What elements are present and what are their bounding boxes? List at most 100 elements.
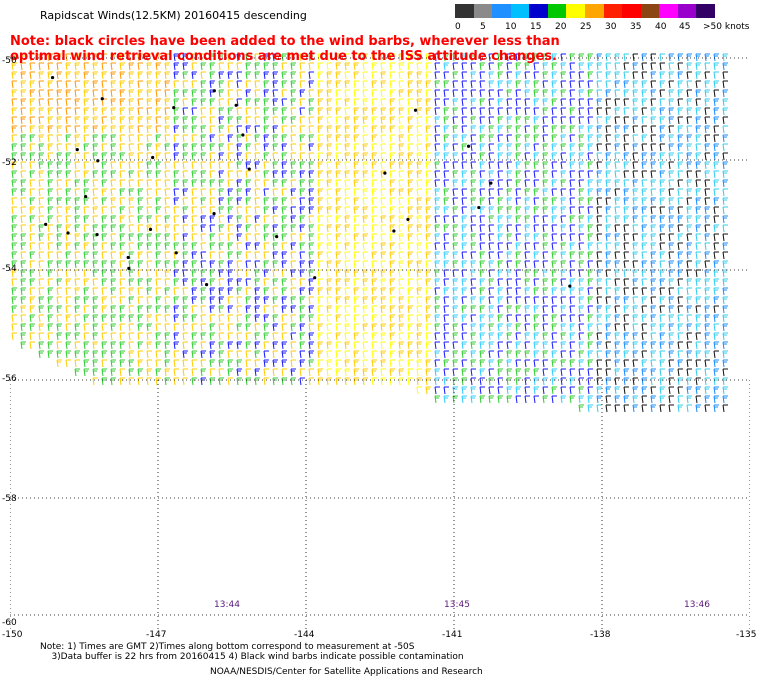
wind-barb [38,215,44,224]
wind-barb [524,116,530,125]
wind-barb [191,80,197,89]
wind-barb [92,80,98,89]
wind-barb [47,170,53,179]
wind-barb [128,152,134,161]
wind-barb [533,314,539,323]
wind-barb [200,242,206,251]
wind-barb [587,287,593,296]
wind-barb [641,377,647,386]
wind-barb [281,224,287,233]
wind-barb [299,287,305,296]
wind-barb [146,332,152,341]
wind-barb [209,170,215,179]
wind-barb [470,269,476,278]
wind-barb [497,323,503,332]
wind-barb [533,359,539,368]
wind-barb [56,215,62,224]
wind-barb [272,368,278,377]
wind-barb [344,269,350,278]
wind-barb [677,206,683,215]
wind-barb [623,341,629,350]
wind-barb [56,341,62,350]
wind-barb [308,269,314,278]
wind-barb [632,224,638,233]
wind-barb [164,98,170,107]
wind-barb [101,269,107,278]
wind-barb [497,143,503,152]
wind-barb [218,332,224,341]
wind-barb [119,197,125,206]
legend-label: 40 [655,22,667,32]
wind-barb [110,143,116,152]
wind-barb [407,314,413,323]
wind-barb [362,179,368,188]
wind-barb [425,359,431,368]
wind-barb [506,350,512,359]
wind-barb [344,125,350,134]
wind-barb [56,359,62,368]
wind-barb [623,278,629,287]
wind-barb [596,125,602,134]
wind-barb [182,89,188,98]
wind-barb [353,62,359,71]
wind-barb [326,206,332,215]
wind-barb [668,206,674,215]
wind-barb [713,125,719,134]
wind-barb [416,341,422,350]
wind-barb [317,170,323,179]
wind-barb [479,125,485,134]
wind-barb [596,287,602,296]
wind-barb [128,323,134,332]
wind-barb [443,332,449,341]
wind-barb [578,71,584,80]
contamination-dot [275,234,279,239]
wind-barb [542,134,548,143]
wind-barb [614,215,620,224]
wind-barb [218,125,224,134]
wind-barb [308,107,314,116]
wind-barb [290,125,296,134]
wind-barb [56,197,62,206]
wind-barb [317,62,323,71]
wind-barb [479,359,485,368]
wind-barb [623,134,629,143]
wind-barb [29,125,35,134]
wind-barb [722,314,728,323]
wind-barb [191,305,197,314]
wind-barb [344,233,350,242]
wind-barb [56,332,62,341]
wind-barb [209,143,215,152]
wind-barb [650,98,656,107]
wind-barb [200,350,206,359]
wind-barb [74,233,80,242]
wind-barb [227,62,233,71]
wind-barb [11,323,17,332]
wind-barb [56,107,62,116]
wind-barb [146,197,152,206]
wind-barb [146,350,152,359]
wind-barb [101,296,107,305]
legend-swatch [585,4,605,18]
wind-barb [281,107,287,116]
wind-barb [254,296,260,305]
wind-barb [551,53,557,62]
wind-barb [74,152,80,161]
wind-barb [182,377,188,386]
wind-barb [659,269,665,278]
wind-barb [218,368,224,377]
wind-barb [326,179,332,188]
wind-barb [56,278,62,287]
wind-barb [290,152,296,161]
wind-barb [47,332,53,341]
wind-barb [92,287,98,296]
wind-barb [254,323,260,332]
wind-barb [488,332,494,341]
wind-barb [164,116,170,125]
wind-barb [479,188,485,197]
wind-barb [659,242,665,251]
wind-barb [317,314,323,323]
wind-barb [722,134,728,143]
wind-barb [452,305,458,314]
wind-barb [92,368,98,377]
wind-barb [722,287,728,296]
